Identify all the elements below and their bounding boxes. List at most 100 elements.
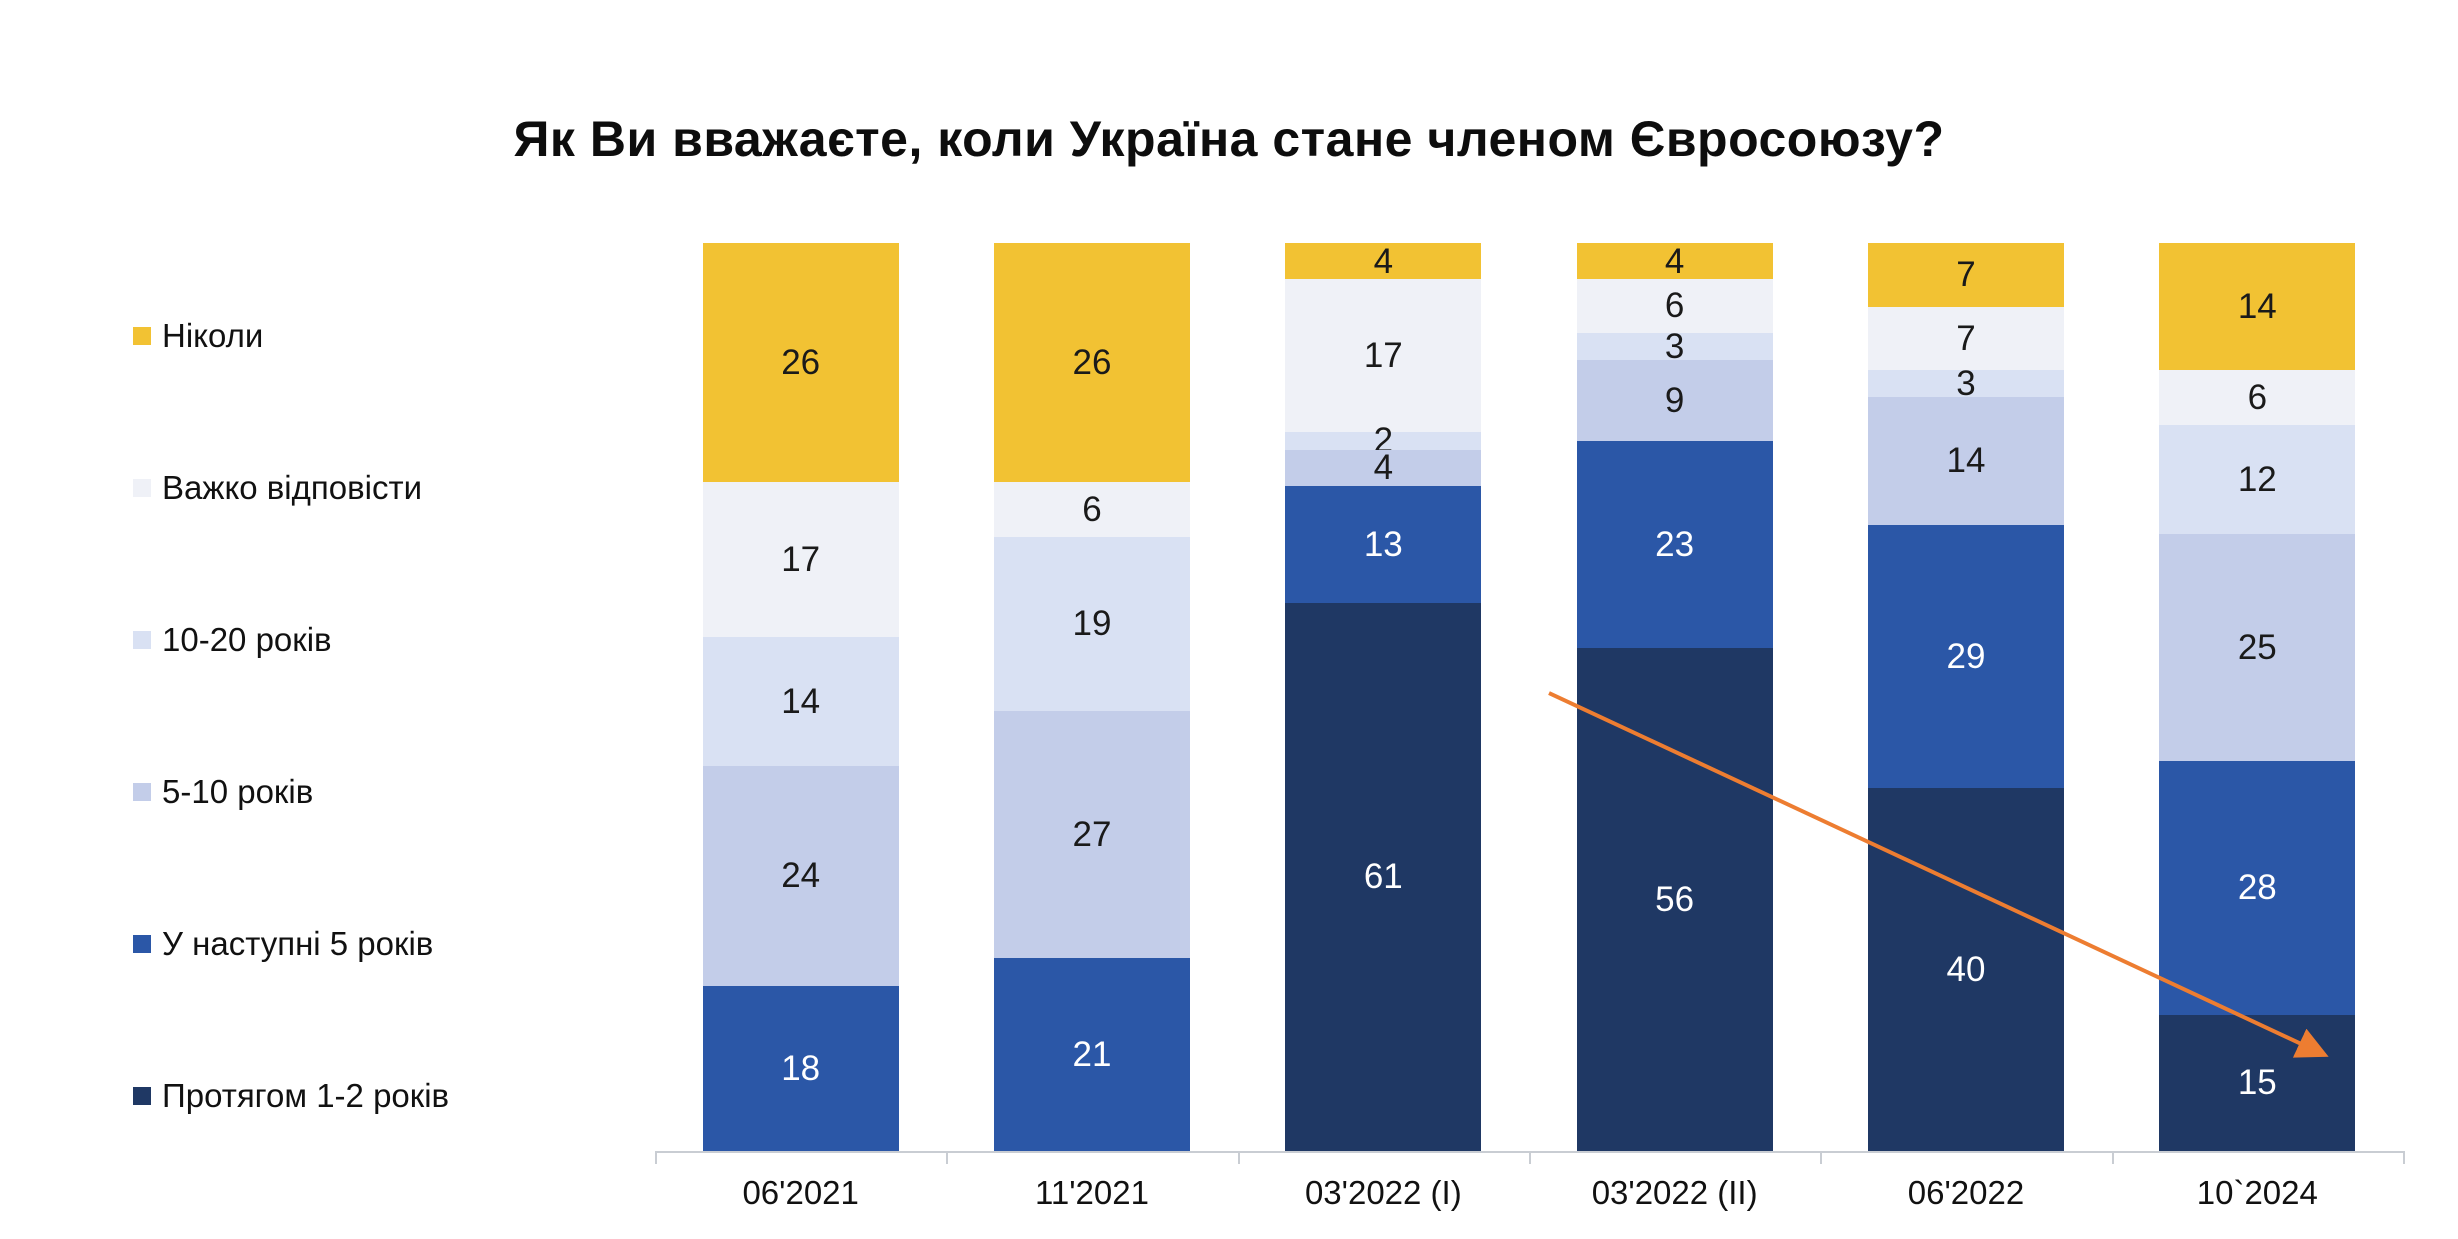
bar-segment: 15 [2159, 1014, 2356, 1151]
segment-value-label: 40 [1946, 949, 1986, 989]
segment-value-label: 17 [781, 539, 821, 579]
legend-item: 5-10 років [133, 768, 449, 816]
bar-segment: 6 [1576, 278, 1773, 333]
segment-value-label: 26 [1072, 342, 1112, 382]
legend-label: Протягом 1-2 років [162, 1077, 450, 1114]
bar-segment: 4 [1576, 241, 1773, 281]
bar-segment: 2 [1285, 423, 1482, 458]
segment-value-label: 19 [1072, 604, 1112, 644]
x-axis-labels: 06'2021 11'2021 03'2022 (I) 03'2022 (II) 06'… [655, 1174, 2403, 1212]
bar-segment: 27 [993, 710, 1190, 959]
legend-swatch-icon [133, 479, 151, 497]
stacked-bar: 15 28 25 12 6 14 [2159, 243, 2356, 1151]
segment-value-label: 12 [2237, 459, 2277, 499]
bar-segment: 13 [1285, 485, 1482, 603]
bar-segment: 25 [2159, 533, 2356, 761]
segment-value-label: 4 [1664, 241, 1685, 281]
x-axis-label: 10`2024 [2196, 1174, 2318, 1211]
bar-segment: 14 [2159, 243, 2356, 371]
legend: Ніколи Важко відповісти 10-20 років 5-10 ро… [133, 312, 449, 1120]
bar-segment: 17 [702, 481, 899, 638]
axis-tick [2403, 1151, 2405, 1164]
legend-swatch-icon [133, 631, 151, 649]
bar-segment: 28 [2159, 760, 2356, 1015]
bar-segment: 3 [1576, 329, 1773, 364]
bar-segment: 6 [993, 481, 1190, 537]
bar-slot: 56 23 9 3 6 4 [1529, 243, 1820, 1151]
legend-item: 10-20 років [133, 616, 449, 664]
segment-value-label: 2 [1373, 421, 1394, 461]
segment-value-label: 28 [2237, 868, 2277, 908]
legend-swatch-icon [133, 783, 151, 801]
segment-value-label: 61 [1363, 857, 1403, 897]
bar-segment: 24 [702, 765, 899, 986]
bar-segment: 14 [1867, 397, 2064, 525]
legend-swatch-icon [133, 1087, 151, 1105]
stacked-bar: 56 23 9 3 6 4 [1576, 241, 1773, 1151]
segment-value-label: 23 [1655, 524, 1695, 564]
bar-slot: 18 24 14 17 26 [655, 243, 946, 1151]
segment-value-label: 6 [1082, 489, 1102, 529]
segment-value-label: 26 [781, 342, 821, 382]
segment-value-label: 4 [1373, 448, 1394, 488]
legend-label: Важко відповісти [162, 469, 423, 506]
bar-segment: 14 [702, 637, 899, 766]
bar-segment: 3 [1867, 366, 2064, 401]
bar-segment: 7 [1867, 306, 2064, 371]
bar-slot: 15 28 25 12 6 14 [2112, 243, 2403, 1151]
x-axis-label: 11'2021 [1035, 1174, 1149, 1211]
stacked-bar: 18 24 14 17 26 [702, 243, 899, 1151]
segment-value-label: 17 [1363, 335, 1403, 375]
x-axis-label: 06'2022 [1907, 1174, 2025, 1211]
bar-slot: 61 13 4 2 17 4 [1238, 243, 1529, 1151]
bar-segment: 12 [2159, 424, 2356, 534]
segment-value-label: 21 [1072, 1035, 1112, 1075]
bar-segment: 9 [1576, 359, 1773, 441]
bar-segment: 40 [1867, 787, 2064, 1151]
bar-segment: 6 [2159, 370, 2356, 425]
segment-value-label: 3 [1956, 364, 1976, 404]
segment-value-label: 4 [1373, 241, 1394, 281]
bar-segment: 29 [1867, 524, 2064, 788]
bar-segment: 4 [1285, 241, 1482, 281]
legend-label: У наступні 5 років [162, 925, 434, 962]
bar-segment: 19 [993, 536, 1190, 711]
bar-segment: 61 [1285, 602, 1482, 1151]
bar-segment: 7 [1867, 243, 2064, 307]
segment-value-label: 56 [1655, 879, 1695, 919]
x-axis-label: 03'2022 (II) [1591, 1174, 1758, 1211]
segment-value-label: 29 [1946, 636, 1986, 676]
segment-value-label: 13 [1363, 524, 1403, 564]
x-axis-label: 06'2021 [742, 1174, 859, 1211]
bars-container: 18 24 14 17 26 21 27 19 6 26 61 13 4 2 17 4 56 23 9 3 6 4 40 29… [655, 243, 2403, 1151]
x-axis-label: 03'2022 (I) [1304, 1174, 1462, 1211]
bar-segment: 4 [1285, 448, 1482, 488]
axis-tick [1529, 1151, 1531, 1164]
bar-segment: 23 [1576, 440, 1773, 648]
stacked-bar: 21 27 19 6 26 [993, 243, 1190, 1151]
axis-tick [655, 1151, 657, 1164]
segment-value-label: 18 [781, 1048, 821, 1088]
segment-value-label: 14 [781, 682, 821, 722]
axis-tick [2111, 1151, 2114, 1164]
bar-segment: 18 [702, 985, 899, 1151]
axis-tick [946, 1151, 949, 1164]
bar-segment: 26 [702, 243, 899, 482]
legend-swatch-icon [133, 935, 151, 953]
bar-segment: 26 [993, 243, 1190, 482]
bar-slot: 40 29 14 3 7 7 [1820, 243, 2111, 1151]
segment-value-label: 25 [2237, 627, 2277, 667]
segment-value-label: 3 [1664, 326, 1685, 366]
axis-tick [1237, 1151, 1240, 1164]
segment-value-label: 14 [2237, 287, 2277, 327]
chart-title: Як Ви вважаєте, коли Україна стане члено… [513, 111, 1945, 167]
segment-value-label: 24 [781, 856, 821, 896]
plot-area: 18 24 14 17 26 21 27 19 6 26 61 13 4 2 17 4 56 23 9 3 6 4 40 29… [655, 243, 2405, 1164]
stacked-bar: 61 13 4 2 17 4 [1285, 241, 1482, 1151]
axis-tick [1820, 1151, 1823, 1164]
segment-value-label: 9 [1664, 380, 1685, 420]
bar-segment: 17 [1285, 279, 1482, 432]
segment-value-label: 27 [1072, 815, 1112, 855]
legend-item: Важко відповісти [133, 464, 449, 512]
segment-value-label: 6 [2247, 377, 2268, 417]
